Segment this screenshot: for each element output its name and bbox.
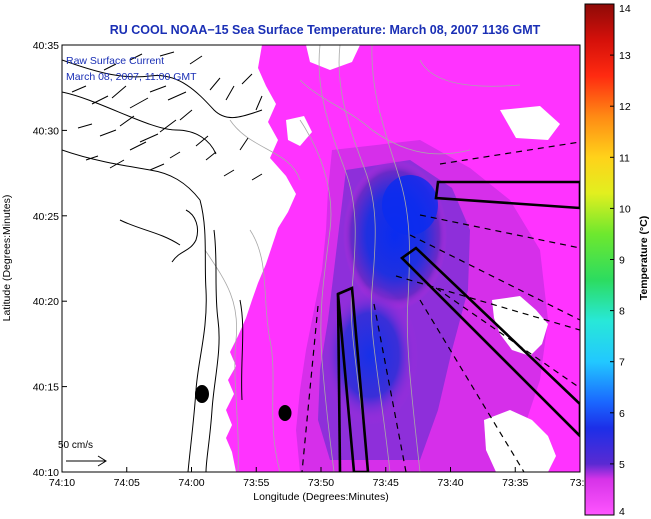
- colorbar-gradient: [584, 3, 615, 516]
- no-data-patch-east: [492, 296, 548, 356]
- x-axis-ticks: 74:10 74:05 74:00 73:55 73:50 73:45 73:40 73:35…: [49, 467, 590, 489]
- no-data-patch-ne: [500, 106, 560, 140]
- x-tick-label: 74:05: [114, 477, 140, 489]
- y-axis-label: Latitude (Degrees:Minutes): [1, 195, 13, 322]
- mooring-marker-west: [195, 385, 209, 403]
- y-tick-label: 40:35: [33, 40, 59, 52]
- colorbar-tick-label: 12: [619, 101, 631, 113]
- velocity-scale: 50 cm/s: [58, 440, 107, 467]
- scale-arrow-label: 50 cm/s: [58, 440, 93, 451]
- colorbar-tick-label: 6: [619, 408, 625, 420]
- survey-boxes: [336, 180, 580, 472]
- x-tick-label: 73:45: [373, 477, 399, 489]
- y-tick-label: 40:30: [33, 125, 59, 137]
- no-data-patch-coast: [286, 116, 312, 146]
- colorbar-ticks: 14 13 12 11 10 9 8 7 6 5 4: [610, 3, 631, 518]
- no-data-patch-southeast: [484, 410, 556, 472]
- y-tick-label: 40:10: [33, 467, 59, 479]
- bathymetry-contours: [204, 45, 521, 472]
- map-title: RU COOL NOAA−15 Sea Surface Temperature:…: [110, 23, 541, 37]
- colorbar-tick-label: 13: [619, 50, 631, 62]
- x-axis-label: Longitude (Degrees:Minutes): [253, 491, 388, 503]
- x-tick-label: 73:35: [502, 477, 528, 489]
- x-tick-label: 73:50: [308, 477, 334, 489]
- colorbar-tick-label: 9: [619, 255, 625, 267]
- scale-arrow-head: [97, 455, 107, 467]
- x-tick-label: 74:00: [178, 477, 204, 489]
- colorbar: 14 13 12 11 10 9 8 7 6 5 4 Temperature (°C): [584, 3, 650, 518]
- sst-cold-core-south: [322, 285, 418, 425]
- y-tick-label: 40:15: [33, 382, 59, 394]
- transect-dashed-lines: [301, 141, 580, 472]
- x-tick-label: 73:55: [243, 477, 269, 489]
- colorbar-tick-label: 8: [619, 306, 625, 318]
- x-tick-label: 74:10: [49, 477, 75, 489]
- colorbar-tick-label: 7: [619, 357, 625, 369]
- sst-cold-spot: [382, 175, 438, 235]
- colorbar-label: Temperature (°C): [638, 216, 650, 301]
- x-tick-label: 73:40: [437, 477, 463, 489]
- colorbar-tick-label: 5: [619, 459, 625, 471]
- surface-current-vectors: [71, 51, 263, 181]
- y-axis-ticks: 40:35 40:30 40:25 40:20 40:15 40:10: [33, 40, 67, 479]
- coastline: [62, 59, 263, 472]
- inset-label-line2: March 08, 2007, 11:00 GMT: [66, 71, 197, 83]
- colorbar-tick-label: 14: [619, 3, 631, 15]
- mooring-marker-east: [278, 405, 292, 421]
- colorbar-tick-label: 10: [619, 203, 631, 215]
- colorbar-tick-label: 4: [619, 506, 625, 518]
- colorbar-tick-label: 11: [619, 152, 630, 164]
- y-tick-label: 40:20: [33, 296, 59, 308]
- map-plot-area: [62, 45, 580, 472]
- y-tick-label: 40:25: [33, 211, 59, 223]
- inset-label-line1: Raw Surface Current: [66, 55, 164, 67]
